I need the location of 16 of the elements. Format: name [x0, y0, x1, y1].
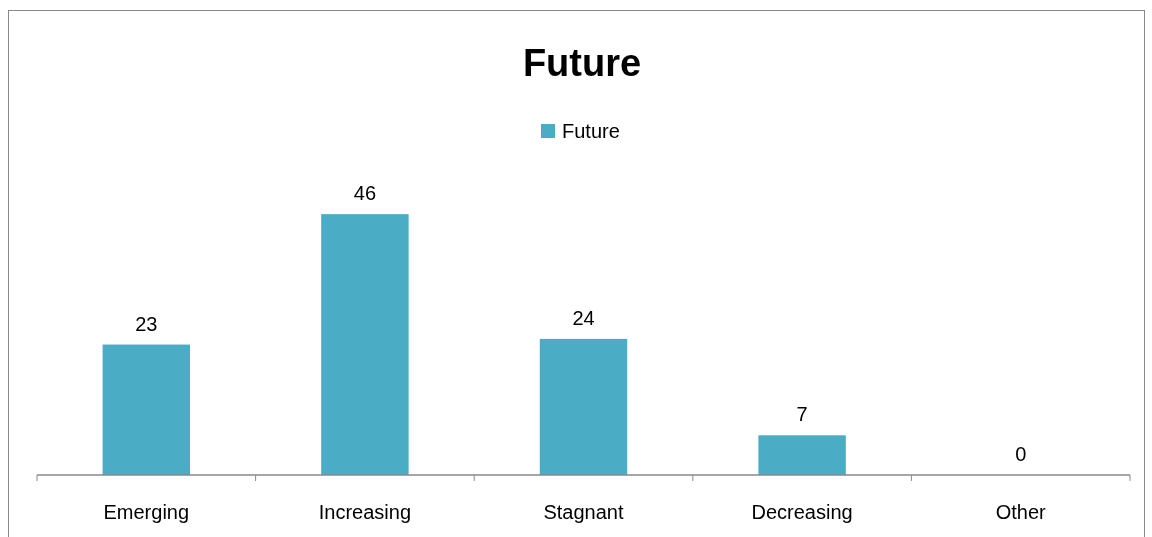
data-label: 23: [135, 312, 158, 335]
data-label: 0: [1015, 443, 1027, 465]
bar: [102, 344, 191, 475]
x-tick-label: Decreasing: [751, 501, 853, 523]
x-tick-label: Emerging: [103, 501, 190, 523]
legend-label: Future: [562, 120, 620, 142]
x-tick-label: Stagnant: [543, 501, 624, 523]
bar: [758, 435, 846, 475]
data-label: 24: [572, 306, 595, 329]
x-tick-label: Increasing: [318, 501, 412, 523]
x-tick-label: Other: [995, 501, 1047, 523]
bar: [539, 338, 628, 475]
chart-title: Future: [522, 42, 642, 84]
bar: [321, 214, 409, 475]
data-label: 7: [796, 403, 808, 426]
data-label: 46: [353, 182, 377, 205]
